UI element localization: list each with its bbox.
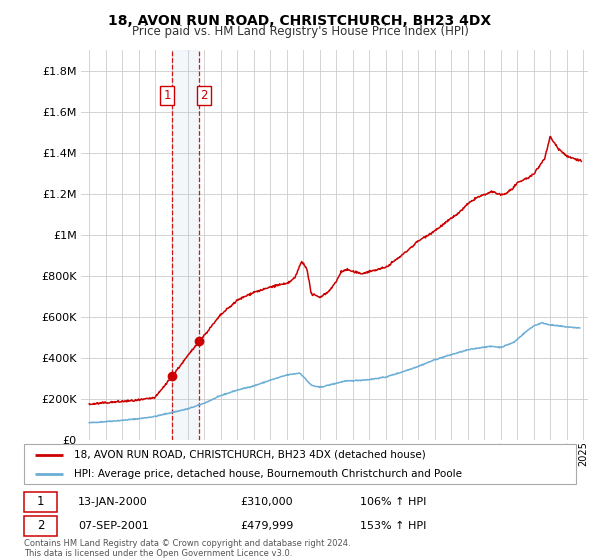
Text: 13-JAN-2000: 13-JAN-2000 <box>78 497 148 507</box>
Text: Price paid vs. HM Land Registry's House Price Index (HPI): Price paid vs. HM Land Registry's House … <box>131 25 469 38</box>
Text: HPI: Average price, detached house, Bournemouth Christchurch and Poole: HPI: Average price, detached house, Bour… <box>74 469 461 479</box>
Text: 153% ↑ HPI: 153% ↑ HPI <box>360 521 427 531</box>
Text: £479,999: £479,999 <box>240 521 293 531</box>
Bar <box>172 50 199 440</box>
Bar <box>24 516 57 536</box>
Text: 1: 1 <box>37 495 44 508</box>
Text: 106% ↑ HPI: 106% ↑ HPI <box>360 497 427 507</box>
Text: 1: 1 <box>163 89 171 102</box>
Text: 07-SEP-2001: 07-SEP-2001 <box>78 521 149 531</box>
Text: 18, AVON RUN ROAD, CHRISTCHURCH, BH23 4DX (detached house): 18, AVON RUN ROAD, CHRISTCHURCH, BH23 4D… <box>74 450 425 460</box>
Bar <box>24 492 57 512</box>
Text: 18, AVON RUN ROAD, CHRISTCHURCH, BH23 4DX: 18, AVON RUN ROAD, CHRISTCHURCH, BH23 4D… <box>109 14 491 28</box>
Text: £310,000: £310,000 <box>240 497 293 507</box>
Text: Contains HM Land Registry data © Crown copyright and database right 2024.
This d: Contains HM Land Registry data © Crown c… <box>24 539 350 558</box>
Text: 2: 2 <box>37 520 44 533</box>
Text: 2: 2 <box>200 89 208 102</box>
